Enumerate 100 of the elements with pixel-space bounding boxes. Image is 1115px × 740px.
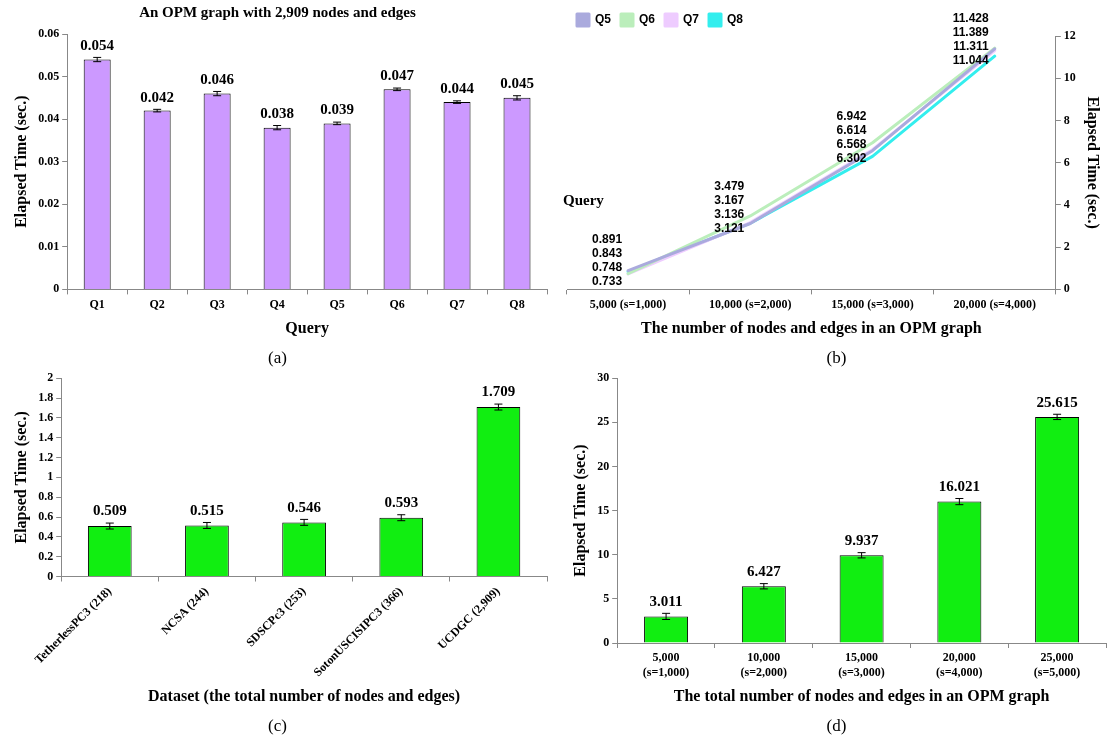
y2-tick-label: 12: [1063, 28, 1076, 43]
y-axis-title: Elapsed Time (sec.): [570, 444, 589, 577]
y-tick-label: 1: [47, 469, 54, 484]
data-label: 9.937: [844, 532, 879, 549]
data-label: 0.546: [287, 498, 322, 515]
y-tick-label: 0.4: [38, 528, 54, 543]
x-tick-label: Q8: [509, 296, 525, 311]
y-tick-label: 0.01: [38, 238, 60, 253]
x-tick-label: 15,000 (s=3,000): [838, 650, 885, 679]
y-tick-label: 2: [47, 370, 54, 385]
data-label: 0.044: [440, 80, 475, 97]
y-tick-label: 15: [597, 502, 610, 517]
data-label: 0.843: [592, 245, 623, 260]
x-axis-title: The total number of nodes and edges in an OPM graph: [673, 686, 1050, 705]
data-label: 6.302: [836, 150, 867, 165]
data-label: 6.942: [836, 108, 867, 123]
data-label: 0.593: [384, 494, 419, 511]
data-label: 11.389: [952, 25, 990, 40]
y-tick-label: 1.2: [38, 449, 54, 464]
x-axis-title: Dataset (the total number of nodes and edges): [148, 686, 461, 705]
data-label: 3.167: [714, 193, 745, 208]
data-label: 0.509: [92, 502, 127, 519]
data-label: 0.891: [592, 231, 623, 246]
data-label: 3.121: [714, 221, 745, 236]
data-label: 0.039: [320, 101, 354, 118]
data-label: 3.011: [649, 592, 683, 609]
x-axis-title: The number of nodes and edges in an OPM graph: [641, 318, 982, 337]
x-tick-label: Q5: [329, 296, 345, 311]
y-tick-label: 0: [603, 635, 610, 650]
x-tick-label: Q4: [269, 296, 285, 311]
x-axis-title: Query: [285, 318, 329, 337]
y-tick-label: 0.8: [38, 489, 54, 504]
y-tick-label: 0.06: [38, 26, 60, 41]
legend-label: Q6: [639, 12, 656, 27]
data-label: 25.615: [1036, 393, 1078, 410]
text: (b): [825, 348, 848, 368]
y2-tick-label: 2: [1063, 239, 1070, 254]
y2-tick-label: 6: [1063, 154, 1070, 169]
y-axis-title: Elapsed Time (sec.): [11, 95, 30, 228]
y2-tick-label: 10: [1063, 70, 1076, 85]
y-tick-label: 0.03: [38, 153, 60, 168]
x-tick-label: 20,000 (s=4,000): [936, 650, 983, 679]
x-tick-label: 10,000 (s=2,000): [740, 650, 788, 679]
x-tick-label: Q7: [449, 296, 465, 311]
y-tick-label: 20: [597, 458, 610, 473]
x-tick-label: 5,000 (s=1,000): [642, 650, 690, 679]
data-label: 0.733: [592, 273, 623, 288]
y-tick-label: 25: [597, 414, 610, 429]
y-tick-label: 0: [53, 281, 60, 296]
data-label: 6.427: [746, 563, 782, 579]
data-label: 0.045: [500, 75, 534, 92]
y-tick-label: 0.2: [38, 548, 54, 563]
y-tick-label: 1.8: [38, 390, 54, 405]
x-tick-label: 25,000 (s=5,000): [1033, 650, 1081, 679]
data-label: 3.479: [714, 179, 745, 194]
y-tick-label: 1.6: [38, 409, 54, 424]
y-axis-title: Elapsed Time (sec.): [11, 411, 30, 544]
data-label: 11.428: [952, 11, 990, 26]
data-label: 16.021: [938, 477, 980, 494]
x-tick-label: Q6: [389, 296, 405, 311]
data-label: 3.136: [714, 207, 745, 222]
data-label: 0.038: [260, 104, 294, 121]
x-tick-label: Q2: [149, 296, 165, 311]
legend-label: Q5: [595, 12, 612, 27]
y2-tick-label: 4: [1063, 197, 1070, 212]
text: (c): [267, 716, 288, 736]
legend-label: Q8: [727, 12, 744, 27]
x-tick-label: Q3: [209, 296, 225, 311]
data-label: 0.748: [592, 259, 623, 274]
y-tick-label: 1.4: [38, 429, 54, 444]
x-tick-label: 5,000 (s=1,000): [589, 296, 667, 311]
y-tick-label: 30: [597, 370, 610, 385]
y-tick-label: 0: [47, 568, 54, 583]
chart-title: An OPM graph with 2,909 nodes and edges: [139, 3, 417, 20]
text: (d): [825, 716, 848, 736]
y-tick-label: 0.05: [38, 68, 60, 83]
x-tick-label: 10,000 (s=2,000): [709, 296, 792, 311]
x-tick-label: 20,000 (s=4,000): [953, 296, 1036, 311]
y2-tick-label: 0: [1063, 281, 1070, 296]
data-label: 0.515: [190, 501, 224, 518]
legend-label: Q7: [683, 12, 700, 27]
y-tick-label: 0.6: [38, 509, 54, 524]
data-label: 6.614: [836, 122, 867, 137]
y-tick-label: 0.02: [38, 196, 60, 211]
data-label: 0.046: [200, 70, 235, 87]
annotation: Query: [563, 191, 605, 208]
data-label: 11.044: [952, 53, 990, 68]
data-label: 11.311: [953, 39, 990, 54]
data-label: 6.568: [836, 136, 867, 151]
y2-axis-title: Elapsed Time (sec.): [1084, 96, 1103, 229]
x-tick-label: Q1: [89, 296, 105, 311]
data-label: 1.709: [481, 383, 516, 400]
data-label: 0.047: [380, 67, 415, 84]
y-tick-label: 0.04: [38, 111, 60, 126]
text: (a): [267, 348, 288, 368]
y-tick-label: 5: [603, 590, 610, 605]
data-label: 0.054: [80, 36, 115, 53]
x-tick-label: 15,000 (s=3,000): [831, 296, 914, 311]
data-label: 0.042: [140, 88, 175, 105]
y2-tick-label: 8: [1063, 112, 1070, 127]
